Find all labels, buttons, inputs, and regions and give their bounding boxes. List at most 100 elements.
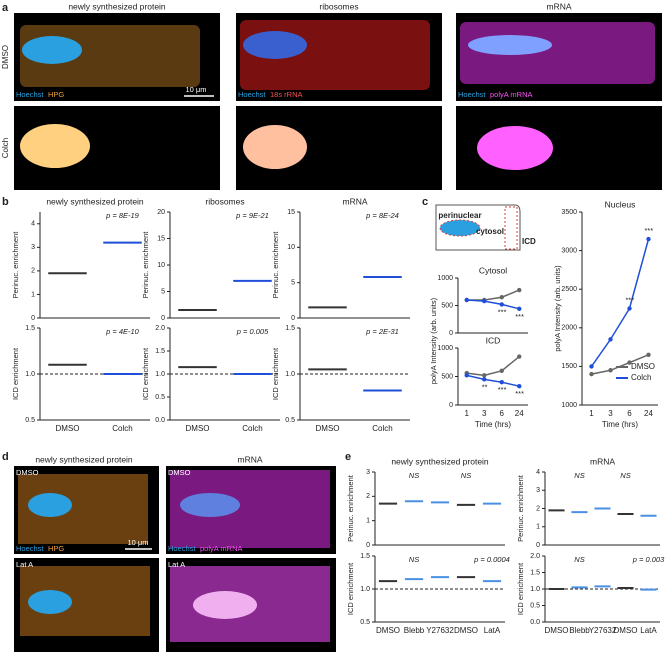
y-tick-label: 20: [157, 209, 165, 216]
y-tick-label: 0.5: [360, 619, 370, 626]
y-tick-label: 0.0: [530, 619, 540, 626]
stain-label: polyA mRNA: [200, 544, 243, 553]
point: [482, 298, 487, 304]
y-tick-label: 1: [366, 518, 370, 525]
nucleus: [28, 493, 72, 517]
y-axis-label: polyA Intensity (arb. units): [429, 297, 438, 384]
chart-title: ICD: [486, 335, 501, 345]
y-axis-label: ICD enrichment: [346, 562, 355, 615]
y-tick-label: 0.5: [155, 394, 165, 401]
legend-label: DMSO: [631, 362, 655, 371]
point: [517, 306, 522, 311]
y-tick-label: 2: [31, 268, 35, 275]
stain-label: polyA mRNA: [490, 90, 533, 99]
series-line: [590, 238, 650, 367]
x-tick-label: Y27632: [589, 626, 617, 635]
series-line: [466, 299, 520, 310]
point: [517, 287, 522, 293]
y-tick-label: 2: [366, 493, 370, 500]
image-grid: DMSO DMSO Lat A Lat A Hoechst HPG Hoechs…: [14, 466, 336, 652]
perinuclear-signal: [20, 124, 90, 168]
column-title: ribosomes: [319, 1, 358, 11]
stain-label: 18s rRNA: [270, 90, 303, 99]
annotation: NS: [409, 555, 419, 564]
row-label: DMSO: [168, 468, 191, 477]
annotation: **: [481, 382, 488, 391]
y-axis-label: ICD enrichment: [516, 562, 525, 615]
point: [646, 352, 651, 358]
panel-letter: a: [2, 2, 9, 14]
x-tick-label: Blebb: [404, 626, 425, 635]
series-line: [466, 289, 520, 301]
y-axis-label: polyA Intensity (arb. units): [553, 265, 562, 352]
point: [646, 236, 651, 242]
y-tick-label: 3: [31, 244, 35, 251]
annotation: ***: [515, 312, 525, 321]
y-tick-label: 0.5: [530, 602, 540, 609]
y-tick-label: 1000: [437, 345, 453, 352]
perinuclear-signal: [193, 591, 257, 619]
y-axis-label: Perinuc. enrichment: [141, 231, 150, 299]
y-tick-label: 0: [291, 315, 295, 322]
y-tick-label: 0.5: [25, 417, 35, 424]
x-tick-label: Blebb: [569, 626, 590, 635]
x-tick-label: 3: [482, 409, 487, 418]
y-tick-label: 0: [536, 542, 540, 549]
y-tick-label: 1.5: [155, 348, 165, 355]
point: [499, 302, 504, 307]
point: [608, 337, 613, 342]
y-tick-label: 2.0: [155, 325, 165, 332]
point: [517, 354, 522, 359]
x-tick-label: 24: [644, 409, 653, 418]
y-tick-label: 1.0: [25, 371, 35, 378]
y-tick-label: 1.5: [285, 325, 295, 332]
point: [517, 383, 522, 389]
y-tick-label: 0.0: [155, 417, 165, 424]
y-tick-label: 2000: [561, 325, 577, 332]
point: [627, 306, 632, 311]
annotation: p = 4E-10: [105, 327, 140, 336]
annotation: NS: [574, 555, 584, 564]
y-tick-label: 1.5: [530, 569, 540, 576]
stain-label: HPG: [48, 90, 64, 99]
annotation: ***: [497, 307, 507, 316]
y-tick-label: 10: [157, 262, 165, 269]
row-label: DMSO: [1, 45, 10, 69]
stain-label: Hoechst: [458, 90, 486, 99]
annotation: p = 0.003: [632, 555, 665, 564]
y-tick-label: 0: [449, 402, 453, 409]
y-tick-label: 1.0: [530, 586, 540, 593]
row-label: Lat A: [16, 560, 33, 569]
annotation: p = 0.0004: [473, 555, 510, 564]
x-tick-label: Colch: [112, 424, 132, 433]
y-tick-label: 4: [536, 469, 540, 476]
x-tick-label: DMSO: [186, 424, 210, 433]
perinuclear-signal: [243, 125, 307, 169]
annotation: NS: [574, 471, 584, 480]
schematic-label: perinuclear: [438, 211, 481, 220]
x-tick-label: 1: [465, 409, 470, 418]
x-tick-label: DMSO: [614, 626, 638, 635]
point: [464, 297, 469, 303]
annotation: NS: [620, 471, 630, 480]
stain-label: Hoechst: [168, 544, 196, 553]
row-label: Lat A: [168, 560, 185, 569]
nucleus: [468, 35, 552, 55]
column-title: mRNA: [546, 1, 571, 11]
chart-title: mRNA: [342, 196, 367, 206]
x-tick-label: DMSO: [545, 626, 569, 635]
y-tick-label: 4: [31, 221, 35, 228]
stain-label: HPG: [48, 544, 64, 553]
x-tick-label: 6: [500, 409, 505, 418]
y-axis-label: Perinuc. enrichment: [346, 474, 355, 542]
y-tick-label: 1.0: [155, 371, 165, 378]
chart-title: mRNA: [590, 456, 615, 466]
perinuclear-signal: [477, 126, 553, 170]
annotation: p = 8E-24: [365, 211, 399, 220]
y-axis-label: Perinuc. enrichment: [516, 474, 525, 542]
point: [627, 360, 632, 365]
scale-label: 10 μm: [128, 538, 149, 547]
y-tick-label: 1: [536, 524, 540, 531]
point: [499, 380, 504, 385]
